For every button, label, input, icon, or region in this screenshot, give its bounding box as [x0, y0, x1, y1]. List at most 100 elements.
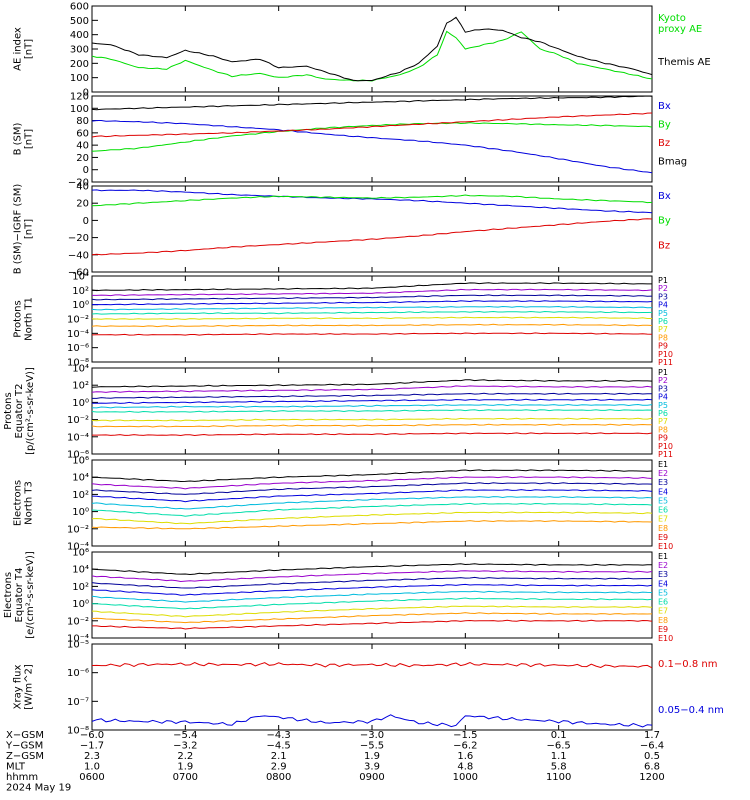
legend-entry: E5 [658, 496, 668, 505]
y-tick-label: 400 [70, 30, 89, 41]
series-line-bigrf-1 [91, 194, 653, 207]
y-axis-label: Xray flux [13, 665, 24, 710]
legend-entry: P3 [658, 292, 668, 301]
y-tick-label: 10⁶ [72, 548, 89, 559]
y-tick-label: −20 [68, 178, 89, 189]
series-line-pn-3 [91, 300, 653, 306]
legend-entry: P8 [658, 333, 668, 342]
legend-entry: P9 [658, 434, 668, 443]
y-tick-label: 10⁻⁴ [67, 329, 89, 340]
legend-entry: By [658, 216, 671, 227]
legend-entry: P5 [658, 309, 668, 318]
x-axis-value: 1000 [453, 772, 478, 783]
series-line-xray-0 [91, 661, 653, 669]
y-tick-label: 10⁰ [72, 300, 89, 311]
series-line-ee-7 [91, 612, 653, 624]
x-axis-value: 0900 [359, 772, 384, 783]
y-tick-label: 500 [70, 16, 89, 27]
legend-entry: E9 [658, 625, 668, 634]
x-axis-value: −6.4 [640, 741, 664, 752]
series-line-ee-1 [91, 570, 653, 583]
x-axis-value: 1.9 [364, 751, 380, 762]
legend-entry: E6 [658, 506, 668, 515]
y-tick-label: 10⁰ [72, 507, 89, 518]
legend-entry: proxy AE [658, 24, 702, 35]
y-tick-label: 60 [76, 128, 89, 139]
x-axis-value: 3.9 [364, 762, 380, 773]
y-axis-label: [W/m^2] [24, 664, 35, 710]
panel-frame-ae [91, 5, 653, 93]
x-axis-value: 1100 [546, 772, 571, 783]
y-tick-label: 10⁴ [72, 565, 89, 576]
legend-entry: P5 [658, 401, 668, 410]
legend-entry: Themis AE [657, 57, 711, 68]
series-line-pe-8 [92, 432, 653, 437]
legend-entry: E1 [658, 460, 668, 469]
legend-entry: P3 [658, 384, 668, 393]
legend-entry: 0.05−0.4 nm [658, 705, 724, 716]
y-axis-label: North T1 [24, 297, 35, 341]
legend-entry: E2 [658, 561, 668, 570]
legend-entry: E6 [658, 598, 668, 607]
x-axis-value: −6.2 [453, 741, 477, 752]
y-tick-label: 80 [76, 116, 89, 127]
y-tick-label: 20 [76, 153, 89, 164]
series-line-pn-1 [92, 288, 653, 297]
legend-entry: P6 [658, 409, 668, 418]
series-line-bsm-3 [91, 95, 653, 111]
panel-frame-bsm [91, 95, 653, 183]
x-axis-value: 2.1 [271, 751, 287, 762]
series-line-pe-5 [91, 409, 653, 413]
y-tick-label: 100 [70, 73, 89, 84]
legend-entry: E9 [658, 533, 668, 542]
y-axis-label: Protons [13, 300, 24, 337]
y-tick-label: 300 [70, 45, 89, 56]
legend-entry: Kyoto [658, 13, 686, 24]
series-line-ee-8 [92, 619, 653, 630]
series-line-ee-6 [91, 605, 653, 618]
legend-entry: P10 [658, 442, 673, 451]
series-line-en-6 [91, 511, 653, 525]
y-axis-label: Electrons [3, 572, 14, 618]
y-tick-label: −40 [68, 250, 89, 261]
series-line-pn-6 [91, 316, 652, 320]
series-line-pe-3 [92, 398, 653, 404]
series-line-pn-5 [91, 310, 653, 315]
series-line-pe-2 [92, 392, 653, 399]
legend-entry: E3 [658, 478, 668, 487]
y-tick-label: 10⁻⁶ [67, 450, 89, 461]
y-axis-label: [nT] [24, 219, 35, 239]
legend-entry: E2 [658, 469, 668, 478]
x-axis-value: −6.0 [80, 730, 104, 741]
x-axis-value: −1.7 [80, 741, 104, 752]
x-axis-row-label: MLT [6, 762, 26, 773]
y-axis-label: B (SM)−IGRF (SM) [13, 184, 24, 275]
panel-frame-en [91, 459, 653, 547]
y-axis-label: Electrons [13, 480, 24, 526]
x-axis-value: −6.5 [547, 741, 571, 752]
legend-entry: E10 [658, 634, 673, 643]
series-line-en-2 [91, 482, 653, 495]
x-axis-value: 6.8 [644, 762, 660, 773]
y-axis-label: Protons [3, 392, 14, 429]
x-axis-value: 1.9 [177, 762, 193, 773]
y-tick-label: 10² [72, 582, 89, 593]
legend-entry: E3 [658, 570, 668, 579]
series-line-pn-7 [91, 323, 653, 328]
series-line-pe-1 [91, 385, 653, 393]
legend-entry: E8 [658, 616, 668, 625]
y-tick-label: 40 [76, 141, 89, 152]
x-axis-value: 0800 [266, 772, 291, 783]
x-axis-row-label: hhmm [6, 772, 38, 783]
legend-entry: E8 [658, 524, 668, 533]
series-line-pn-0 [91, 282, 652, 292]
series-line-bigrf-2 [91, 218, 653, 256]
legend-entry: E1 [658, 552, 668, 561]
x-axis-value: 1.1 [551, 751, 567, 762]
y-tick-label: 10⁻⁶ [67, 343, 89, 354]
y-tick-label: 10² [72, 381, 89, 392]
y-tick-label: 10⁻² [67, 415, 89, 426]
series-line-bsm-1 [91, 122, 653, 152]
x-axis-value: −4.5 [267, 741, 291, 752]
legend-entry: P2 [658, 284, 668, 293]
